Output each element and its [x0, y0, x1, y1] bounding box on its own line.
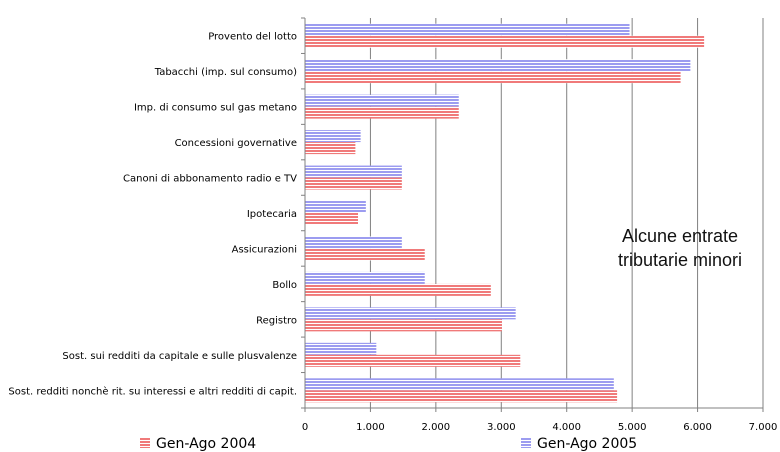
x-tick-label: 6.000 — [683, 422, 712, 433]
category-label: Imp. di consumo sul gas metano — [134, 103, 297, 114]
category-labels: Provento del lotto Tabacchi (imp. sul con… — [8, 32, 297, 398]
category-label: Assicurazioni — [232, 244, 297, 255]
bar-2005 — [305, 201, 366, 213]
bar-2004 — [305, 319, 502, 332]
legend-swatch-rect — [140, 438, 150, 448]
bar-2005 — [305, 165, 402, 178]
x-tick-label: 5.000 — [618, 422, 647, 433]
x-tick-labels: 0 1.000 2.000 3.000 4.000 5.000 6.000 7.000 — [302, 422, 778, 433]
bar-2005 — [305, 130, 361, 143]
legend-swatch-2004 — [140, 438, 150, 448]
bar-2005 — [305, 378, 614, 391]
category-label: Canoni di abbonamento radio e TV — [123, 174, 297, 185]
bar-2005 — [305, 94, 459, 107]
bar-2004 — [305, 106, 459, 119]
bar-2004 — [305, 177, 402, 190]
bar-2004 — [305, 142, 356, 155]
x-tick-label: 1.000 — [356, 422, 385, 433]
bar-2005 — [305, 342, 377, 355]
bar-2005 — [305, 271, 425, 284]
annotation-line-2: tributarie minori — [618, 250, 742, 270]
x-tick-label: 7.000 — [749, 422, 778, 433]
bar-2004 — [305, 248, 425, 261]
bar-2005 — [305, 236, 402, 249]
bar-2004 — [305, 213, 358, 225]
legend-swatch-2005 — [521, 438, 531, 448]
bar-2004 — [305, 71, 681, 84]
x-tick-label: 4.000 — [552, 422, 581, 433]
x-tick-label: 0 — [302, 422, 308, 433]
bar-2004 — [305, 283, 491, 296]
category-label: Provento del lotto — [208, 32, 297, 43]
bar-2005 — [305, 59, 691, 72]
category-label: Bollo — [272, 280, 297, 291]
legend-label-2004: Gen-Ago 2004 — [156, 436, 256, 452]
x-tick-label: 2.000 — [422, 422, 451, 433]
category-label: Sost. sui redditi da capitale e sulle pl… — [62, 351, 297, 362]
category-label: Concessioni governative — [175, 138, 297, 149]
bar-2004 — [305, 354, 521, 367]
bar-2005 — [305, 23, 630, 36]
bars — [305, 23, 705, 403]
axes — [301, 17, 764, 412]
legend: Gen-Ago 2004 Gen-Ago 2005 — [140, 436, 637, 452]
annotation-line-1: Alcune entrate — [622, 226, 738, 246]
x-tick-label: 3.000 — [487, 422, 516, 433]
legend-label-2005: Gen-Ago 2005 — [537, 436, 637, 452]
legend-swatch-rect — [521, 438, 531, 448]
category-label: Tabacchi (imp. sul consumo) — [154, 67, 297, 78]
category-label: Ipotecaria — [247, 209, 297, 220]
bar-2004 — [305, 35, 705, 48]
bar-2005 — [305, 307, 516, 320]
bar-2004 — [305, 390, 618, 403]
category-label: Registro — [256, 315, 297, 326]
category-label: Sost. redditi nonchè rit. su interessi e… — [8, 385, 297, 397]
